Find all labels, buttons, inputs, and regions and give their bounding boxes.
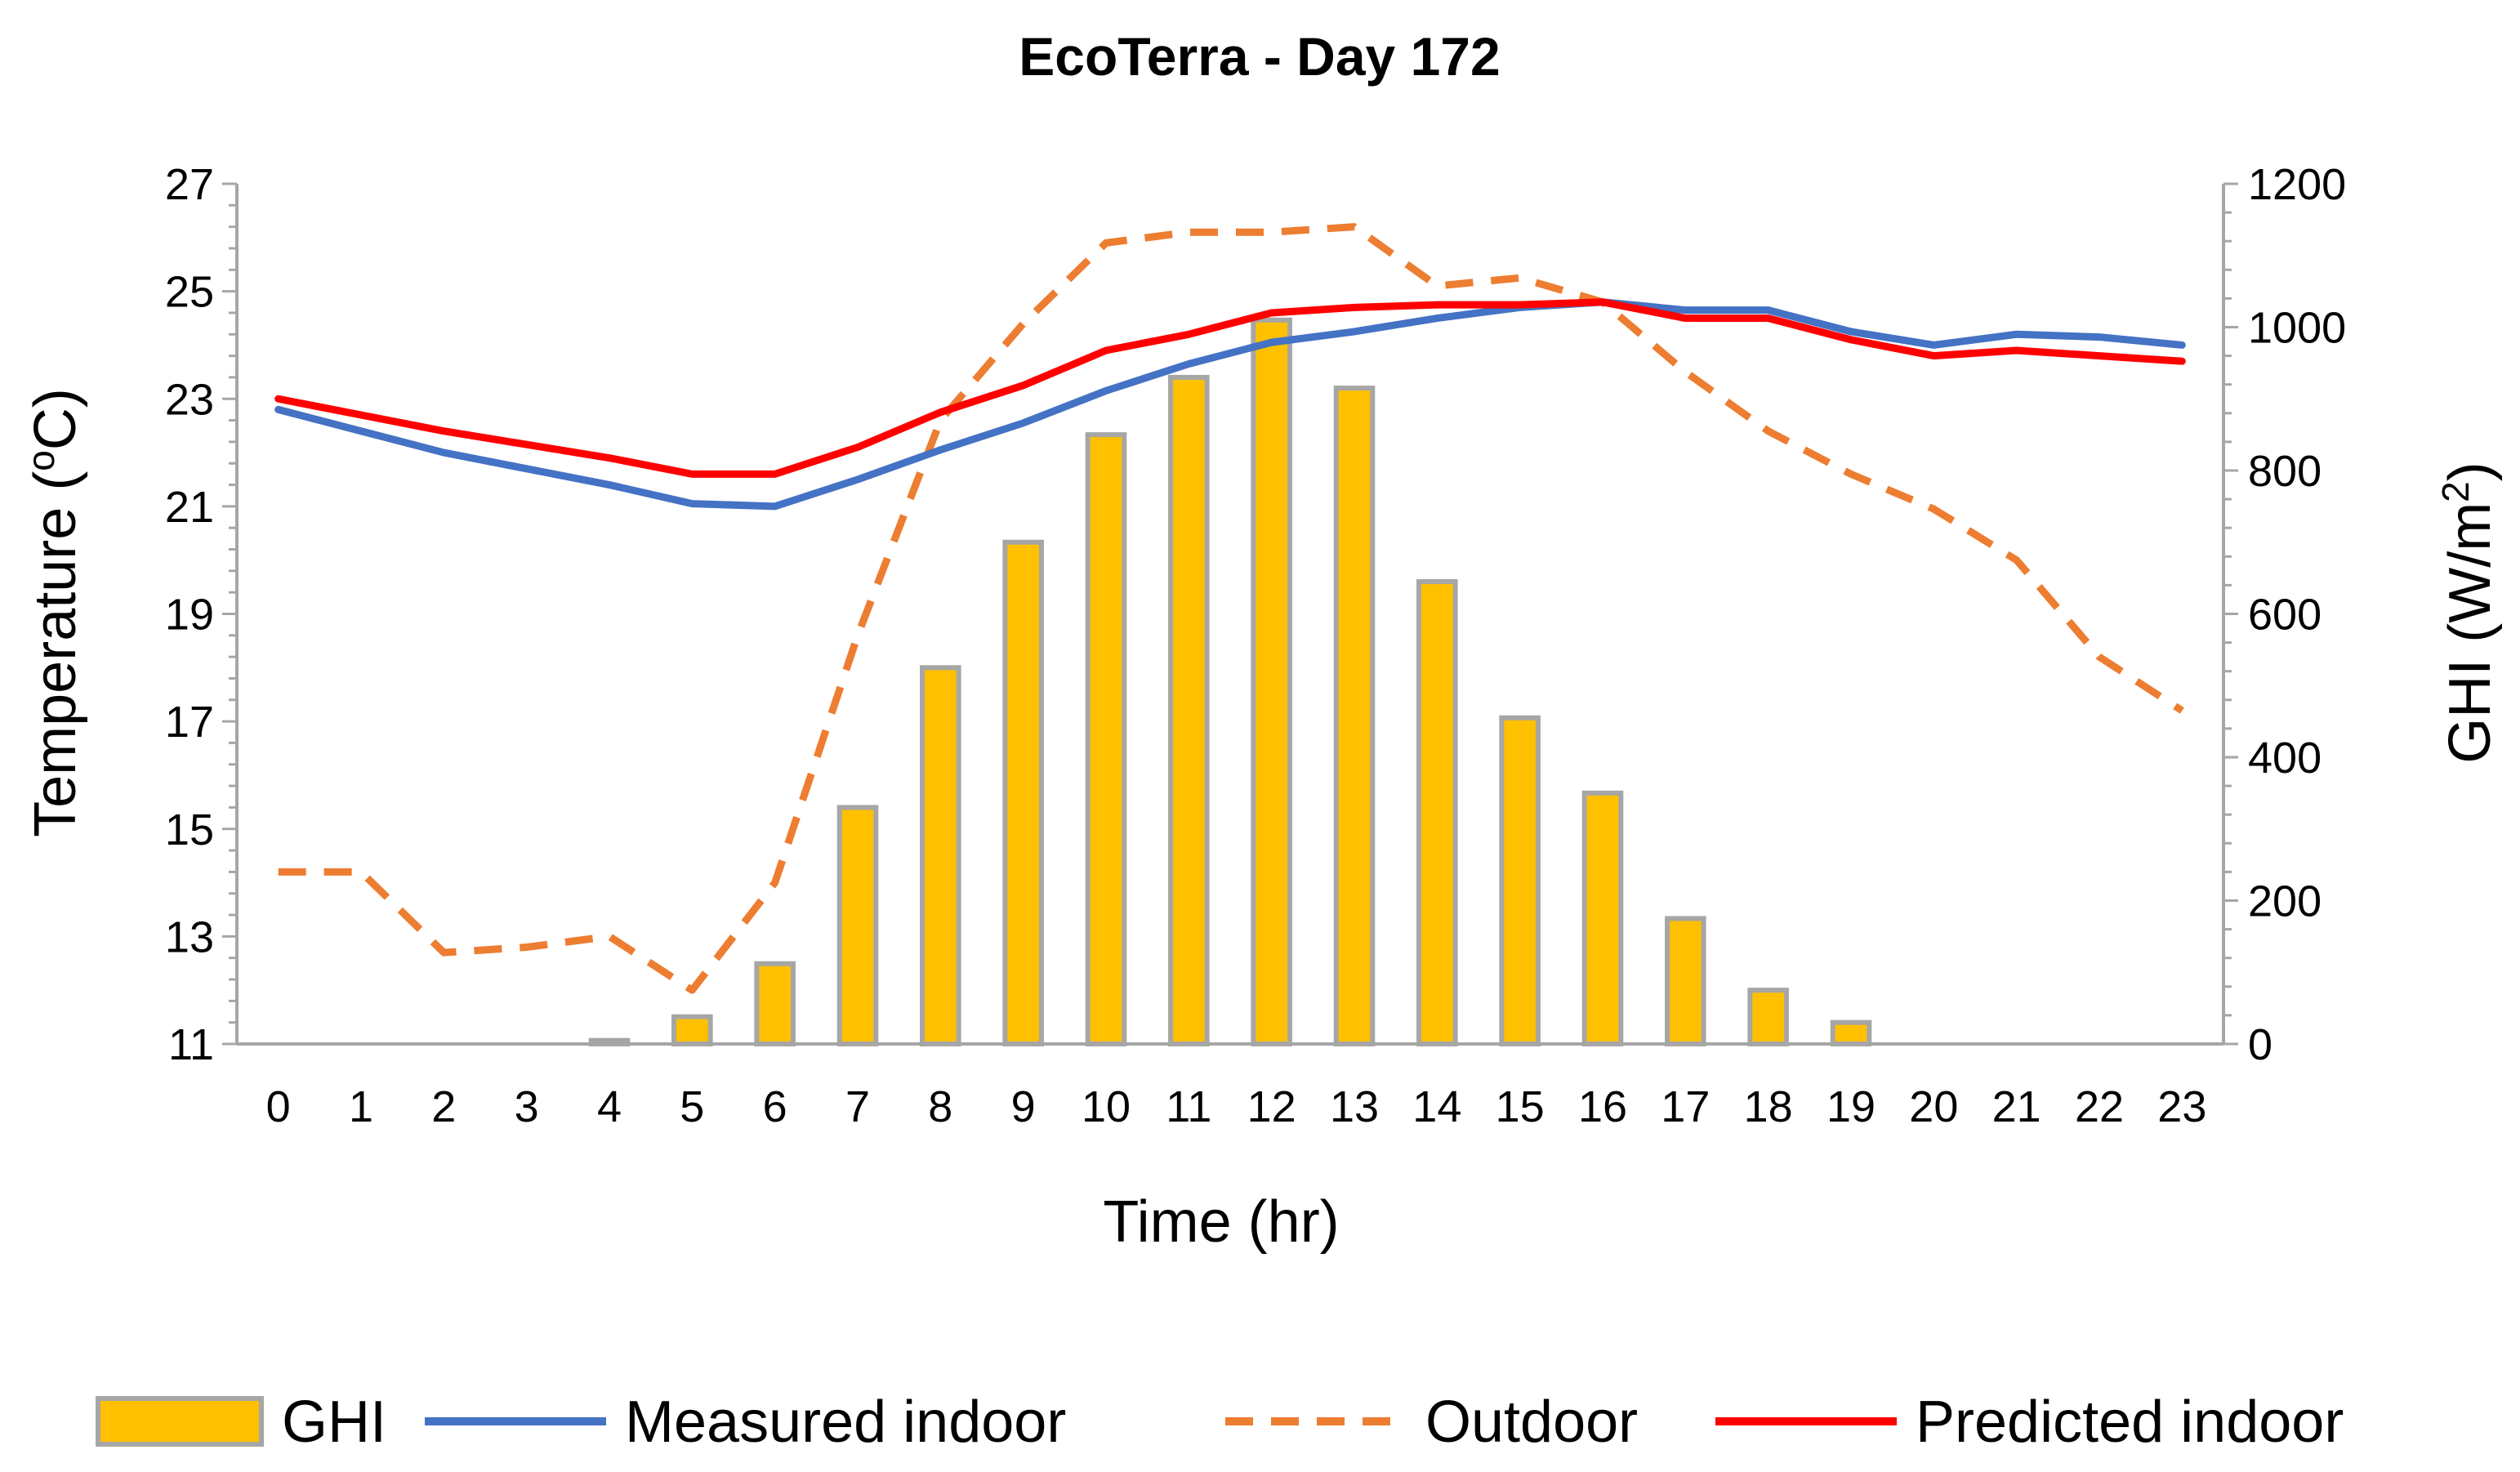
legend-ghi-label: GHI	[282, 1389, 386, 1455]
x-tick-label: 7	[845, 1082, 870, 1131]
y-right-tick-label: 600	[2248, 591, 2322, 640]
y-right-title-before: GHI (W/m	[2437, 502, 2503, 764]
y-axis-left-title: Temperature (oC)	[20, 388, 88, 837]
y-left-tick-label: 11	[168, 1020, 214, 1069]
x-tick-label: 13	[1330, 1082, 1379, 1131]
x-tick-label: 11	[1166, 1082, 1211, 1131]
ghi-bar	[920, 665, 961, 1046]
x-tick-label: 2	[431, 1082, 456, 1131]
ghi-bar	[1168, 374, 1210, 1046]
x-tick-label: 16	[1578, 1082, 1627, 1131]
x-tick-label: 8	[928, 1082, 952, 1131]
x-tick-label: 15	[1496, 1082, 1545, 1131]
y-axis-right-title: GHI (W/m2)	[2434, 462, 2503, 764]
y-left-tick-label: 21	[165, 483, 214, 532]
x-tick-label: 18	[1744, 1082, 1793, 1131]
x-tick-label: 0	[266, 1082, 291, 1131]
x-tick-label: 9	[1011, 1082, 1036, 1131]
legend-outdoor-label: Outdoor	[1425, 1389, 1638, 1455]
y-left-tick-label: 23	[165, 375, 214, 424]
ghi-bar	[836, 805, 879, 1046]
series-line-predicted-indoor	[274, 298, 2186, 478]
legend: GHI Measured indoor Outdoor Predicted in…	[96, 1389, 2344, 1455]
series-line-outdoor	[278, 223, 2184, 994]
x-tick-label: 23	[2157, 1082, 2206, 1131]
x-axis-title: Time (hr)	[1103, 1189, 1339, 1255]
ghi-bar	[1665, 916, 1706, 1046]
series-lines	[274, 223, 2186, 994]
ghi-bar	[1499, 715, 1541, 1046]
y-right-title-after: )	[2437, 462, 2503, 481]
y-right-tick-label: 0	[2248, 1020, 2272, 1069]
x-tick-label: 19	[1826, 1082, 1876, 1131]
legend-predicted-label: Predicted indoor	[1916, 1389, 2344, 1455]
x-tick-label: 1	[349, 1082, 373, 1131]
tick-labels: 1113151719212325270200400600800100012000…	[165, 160, 2346, 1131]
x-tick-label: 14	[1412, 1082, 1461, 1131]
y-left-tick-label: 25	[165, 268, 214, 317]
legend-measured-label: Measured indoor	[625, 1389, 1066, 1455]
ghi-bar	[1581, 790, 1624, 1046]
x-tick-label: 6	[763, 1082, 787, 1131]
x-tick-label: 12	[1247, 1082, 1296, 1131]
x-tick-label: 3	[515, 1082, 539, 1131]
ghi-bar	[671, 1014, 713, 1047]
y-left-title-after: C)	[23, 388, 88, 450]
x-tick-label: 4	[597, 1082, 622, 1131]
y-left-tick-label: 19	[165, 591, 214, 640]
y-right-tick-label: 1000	[2248, 304, 2346, 353]
axes	[222, 182, 2238, 1046]
y-left-tick-label: 15	[165, 805, 214, 854]
ghi-bar	[1747, 988, 1789, 1046]
x-tick-label: 5	[680, 1082, 704, 1131]
ghi-bar	[1251, 317, 1292, 1047]
x-tick-label: 21	[1992, 1082, 2041, 1131]
y-right-tick-label: 400	[2248, 734, 2322, 783]
y-left-tick-label: 17	[165, 698, 214, 747]
y-left-title-before: Temperature (	[23, 471, 88, 837]
ghi-bar	[1085, 432, 1127, 1046]
y-left-tick-label: 13	[165, 912, 214, 961]
ghi-bar	[754, 961, 796, 1046]
ghi-bar	[1002, 539, 1044, 1046]
x-tick-label: 20	[1909, 1082, 1958, 1131]
ghi-bar	[1830, 1019, 1872, 1047]
y-right-tick-label: 200	[2248, 877, 2322, 926]
ghi-bars	[588, 317, 1872, 1047]
x-tick-label: 10	[1082, 1082, 1131, 1131]
y-left-tick-label: 27	[165, 160, 214, 209]
chart-title: EcoTerra - Day 172	[1019, 26, 1500, 87]
series-line-measured-indoor	[274, 298, 2186, 511]
ghi-bar	[1416, 579, 1458, 1046]
y-right-tick-label: 800	[2248, 447, 2322, 496]
legend-ghi-swatch	[96, 1396, 264, 1447]
x-tick-label: 17	[1661, 1082, 1710, 1131]
x-tick-label: 22	[2075, 1082, 2124, 1131]
ghi-bar	[1333, 386, 1376, 1046]
y-right-tick-label: 1200	[2248, 160, 2346, 209]
y-left-title-sup: o	[20, 450, 62, 471]
y-right-title-sup: 2	[2434, 481, 2477, 502]
